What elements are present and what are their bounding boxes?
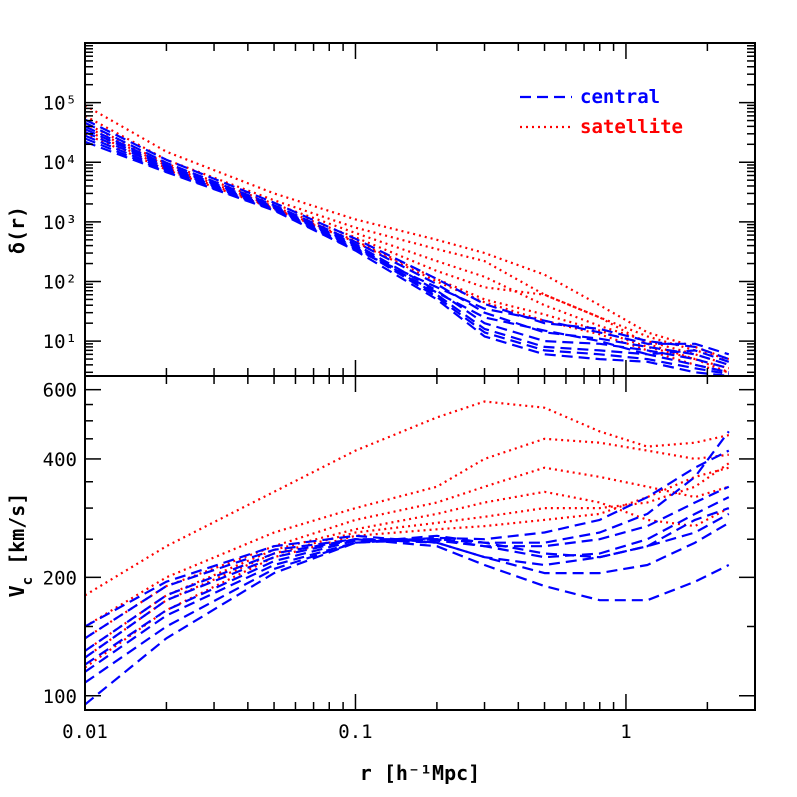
- bottom-satellite-series-11: [85, 490, 730, 652]
- top-central-series-5: [85, 134, 730, 363]
- bottom-satellite-series-13: [85, 466, 730, 669]
- top-panel-y-axis-label: δ(r): [5, 206, 29, 254]
- bottom-y-tick-label: 400: [43, 449, 77, 471]
- top-y-tick-label: 10¹: [43, 331, 77, 353]
- x-tick-label: 1: [620, 721, 631, 743]
- bottom-satellite-series-10: [85, 466, 730, 640]
- bottom-y-tick-label: 100: [43, 686, 77, 708]
- top-satellite-series-9: [85, 114, 730, 361]
- top-y-tick-label: 10³: [43, 212, 77, 234]
- bottom-satellite-series-9: [85, 437, 729, 628]
- x-tick-label: 0.1: [338, 721, 372, 743]
- top-central-series-7: [85, 140, 729, 376]
- legend-central-label: central: [580, 86, 660, 108]
- x-axis-label: r [h⁻¹Mpc]: [360, 761, 480, 785]
- bottom-y-tick-label: 600: [43, 380, 77, 402]
- top-panel-y-tick-labels: 10¹ 10² 10³ 10⁴ 10⁵: [43, 93, 77, 353]
- top-panel-ticks: [84, 43, 756, 376]
- top-panel: 10¹ 10² 10³ 10⁴ 10⁵ central satellite δ(r): [5, 42, 756, 377]
- top-y-tick-label: 10²: [43, 271, 77, 293]
- top-central-series-1: [85, 121, 730, 366]
- legend: central satellite: [520, 86, 683, 138]
- bottom-panel-y-tick-labels: 100 200 400 600: [43, 380, 77, 708]
- top-satellite-series-13: [85, 132, 730, 374]
- bottom-central-series-1: [85, 538, 730, 640]
- bottom-central-series-2: [85, 512, 730, 652]
- bottom-panel-lines: [85, 400, 730, 706]
- top-y-tick-label: 10⁵: [43, 93, 77, 115]
- top-central-series-0: [85, 118, 730, 361]
- top-central-series-6: [85, 137, 730, 356]
- bottom-central-series-6: [85, 449, 730, 684]
- top-satellite-series-8: [85, 104, 730, 361]
- bottom-panel-y-axis-label: Vc [km/s]: [5, 493, 36, 598]
- x-tick-label: 0.01: [62, 721, 108, 743]
- top-central-series-3: [85, 128, 730, 374]
- x-tick-labels: 0.01 0.1 1: [62, 721, 632, 743]
- bottom-panel: 100 200 400 600 0.01 0.1 1 Vc [km/s] r [h⁻¹Mp…: [5, 375, 756, 785]
- legend-satellite-label: satellite: [580, 116, 683, 138]
- top-panel-lines: [85, 104, 730, 376]
- bottom-panel-frame: [84, 375, 756, 711]
- bottom-y-tick-label: 200: [43, 567, 77, 589]
- top-y-tick-label: 10⁴: [43, 152, 77, 174]
- bottom-central-series-4: [85, 485, 730, 666]
- bottom-panel-ticks: [84, 376, 756, 710]
- top-satellite-series-11: [85, 125, 730, 370]
- top-satellite-series-10: [85, 122, 730, 366]
- bottom-satellite-series-8: [85, 400, 730, 597]
- top-central-series-4: [85, 131, 729, 376]
- top-central-series-2: [85, 125, 730, 370]
- bottom-central-series-0: [85, 521, 730, 628]
- bottom-central-series-7: [85, 507, 730, 706]
- bottom-central-series-5: [85, 430, 730, 673]
